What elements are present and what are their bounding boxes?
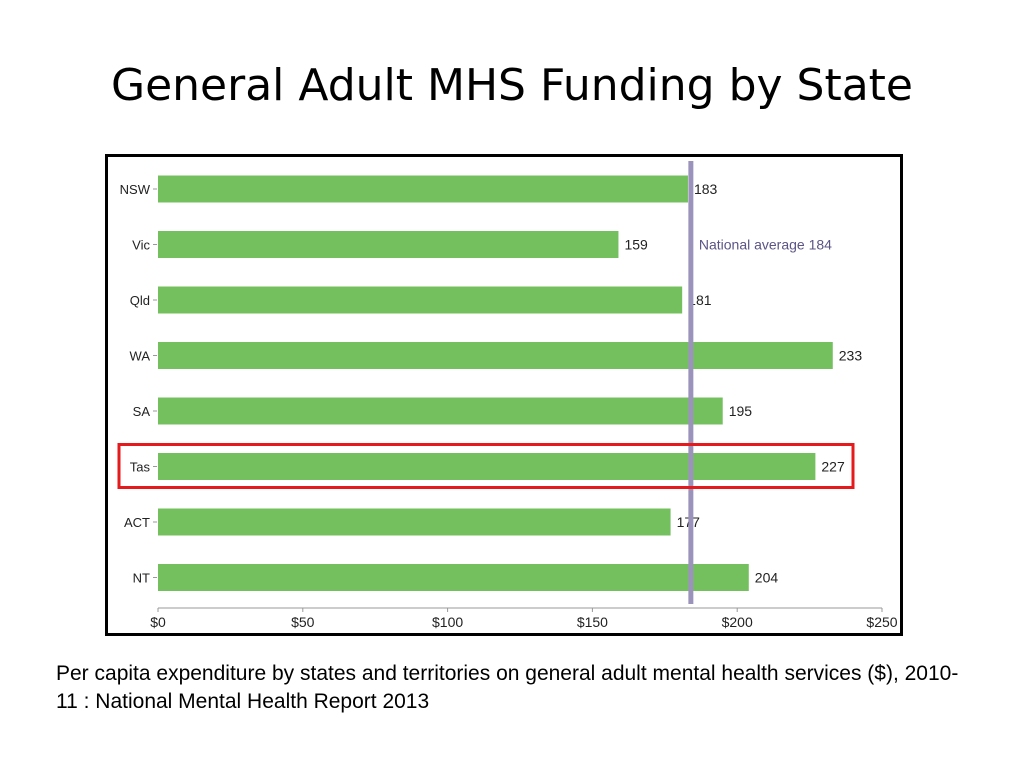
bar-qld [158,286,683,314]
category-label-vic: Vic [132,238,150,253]
x-tick-label-200: $200 [722,614,753,630]
slide-title: General Adult MHS Funding by State [110,60,913,111]
category-label-sa: SA [133,404,151,419]
category-label-act: ACT [124,515,150,530]
chart-frame: NSW 183 Vic 159 Qld 181 WA 233 SA 195 Tas 227 ACT 177… [105,154,903,636]
reference-layer: National average 184 [688,161,832,604]
bar-nt [158,564,749,591]
value-label-wa: 233 [839,348,863,364]
bar-nsw [158,175,688,203]
value-label-qld: 181 [688,292,712,308]
x-axis: $0 $50 $100 $150 $200 $250 [150,607,898,630]
value-label-nt: 204 [755,570,779,586]
category-label-qld: Qld [130,293,150,308]
category-label-wa: WA [130,349,151,364]
chart-caption: Per capita expenditure by states and ter… [56,662,959,714]
x-tick-label-0: $0 [150,614,166,630]
bar-wa [158,342,833,369]
x-tick-label-100: $100 [432,614,463,630]
category-label-tas: Tas [130,460,151,475]
highlight-layer [117,443,855,489]
highlight-box-tas [117,443,855,489]
category-label-nsw: NSW [120,182,151,197]
value-label-sa: 195 [729,403,753,419]
category-label-nt: NT [133,571,150,586]
bar-tas [158,453,816,480]
value-label-nsw: 183 [694,181,718,197]
value-label-tas: 227 [821,459,845,475]
x-tick-label-250: $250 [866,614,897,630]
x-tick-label-150: $150 [577,614,608,630]
national-average-label: National average 184 [699,237,832,253]
x-tick-label-50: $50 [291,614,315,630]
bar-sa [158,397,723,425]
bar-vic [158,231,619,258]
value-label-vic: 159 [624,237,648,253]
bar-act [158,508,671,536]
